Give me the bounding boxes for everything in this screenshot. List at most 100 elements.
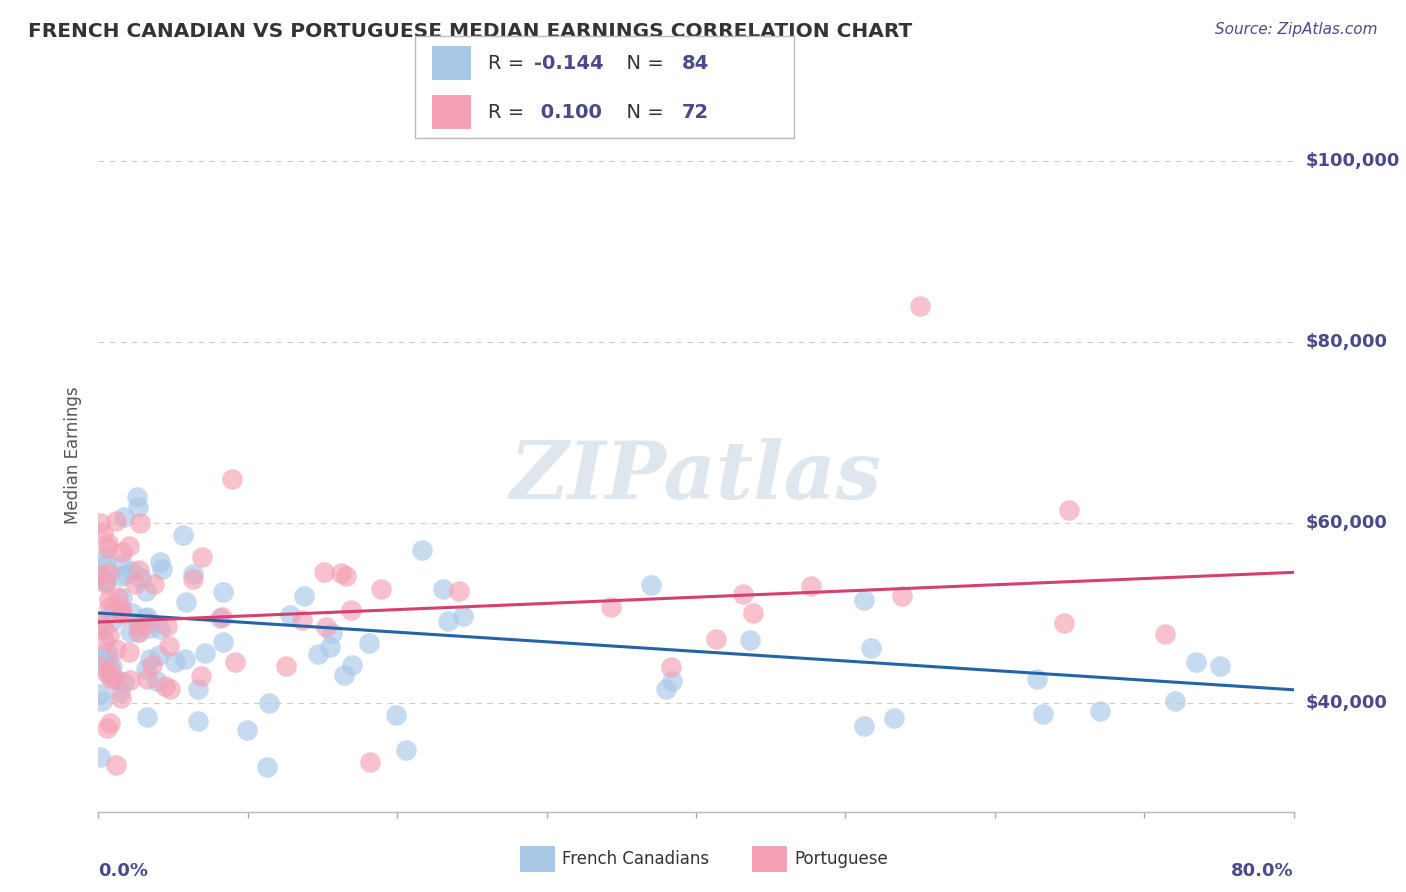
Point <box>128 516 150 530</box>
Point <box>150 562 173 576</box>
Point <box>127 624 149 639</box>
Point <box>335 568 357 582</box>
Point <box>129 571 152 585</box>
Point <box>292 589 315 603</box>
Point <box>108 605 131 619</box>
Point <box>142 576 165 591</box>
Point <box>125 491 148 505</box>
Point <box>136 615 159 630</box>
Point <box>98 670 121 684</box>
Point <box>740 633 762 648</box>
Text: Portuguese: Portuguese <box>794 850 889 868</box>
Text: -0.144: -0.144 <box>534 54 605 73</box>
Point <box>186 714 208 729</box>
Text: Source: ZipAtlas.com: Source: ZipAtlas.com <box>1215 22 1378 37</box>
Point <box>274 658 297 673</box>
Point <box>124 577 146 591</box>
Point <box>1059 502 1081 516</box>
Point <box>136 710 159 724</box>
Point <box>883 711 905 725</box>
Point <box>704 632 727 646</box>
Point <box>96 721 118 735</box>
Point <box>451 608 474 623</box>
Point <box>165 655 187 669</box>
Point <box>98 591 121 606</box>
Point <box>135 584 157 599</box>
Point <box>208 611 231 625</box>
Point <box>395 743 418 757</box>
Point <box>98 599 121 614</box>
Point <box>314 565 336 579</box>
Point <box>236 723 259 737</box>
Point <box>89 616 111 631</box>
Point <box>1185 655 1208 669</box>
Point <box>97 535 120 549</box>
Point <box>1026 672 1049 686</box>
Point <box>100 658 122 673</box>
Point <box>135 662 157 676</box>
Point <box>105 758 128 772</box>
Point <box>1153 627 1175 641</box>
Point <box>89 653 111 667</box>
Point <box>800 579 823 593</box>
Text: ZIPatlas: ZIPatlas <box>510 438 882 515</box>
Point <box>110 568 132 582</box>
Point <box>89 687 111 701</box>
Point <box>191 550 214 565</box>
Point <box>153 679 176 693</box>
Point <box>332 668 354 682</box>
Point <box>104 514 127 528</box>
Point <box>91 525 114 540</box>
Point <box>891 590 914 604</box>
Point <box>1053 615 1076 630</box>
Point <box>98 662 121 676</box>
Point <box>1209 659 1232 673</box>
Point <box>118 673 141 687</box>
Point <box>94 573 117 587</box>
Text: 0.0%: 0.0% <box>98 862 149 880</box>
Text: 72: 72 <box>682 103 709 122</box>
Point <box>101 613 124 627</box>
Point <box>370 582 392 597</box>
Point <box>432 582 454 596</box>
Point <box>359 755 381 769</box>
Point <box>101 672 124 686</box>
Point <box>319 640 342 654</box>
Point <box>212 635 235 649</box>
Text: R =: R = <box>488 54 530 73</box>
Point <box>97 566 120 580</box>
Point <box>127 500 149 515</box>
Point <box>93 622 115 636</box>
Point <box>212 584 235 599</box>
Point <box>128 619 150 633</box>
Point <box>661 674 683 689</box>
Text: N =: N = <box>614 103 671 122</box>
Point <box>93 633 115 648</box>
Point <box>111 545 134 559</box>
Point <box>127 616 149 631</box>
Point <box>291 613 314 627</box>
Point <box>96 666 118 681</box>
Point <box>97 652 120 666</box>
Point <box>172 528 194 542</box>
Point <box>224 656 246 670</box>
Point <box>859 641 882 656</box>
Point <box>149 622 172 636</box>
Point <box>157 640 180 654</box>
Point <box>121 564 143 578</box>
Point <box>733 587 755 601</box>
Point <box>110 691 132 706</box>
Point <box>146 673 169 688</box>
Point <box>105 673 128 687</box>
Text: French Canadians: French Canadians <box>562 850 710 868</box>
Point <box>173 652 195 666</box>
Point <box>156 619 179 633</box>
Point <box>659 660 682 674</box>
Point <box>330 566 353 580</box>
Point <box>278 608 301 623</box>
Point <box>89 615 111 629</box>
Point <box>94 557 117 571</box>
Text: $40,000: $40,000 <box>1305 694 1388 713</box>
Point <box>599 600 621 615</box>
Point <box>89 516 111 530</box>
